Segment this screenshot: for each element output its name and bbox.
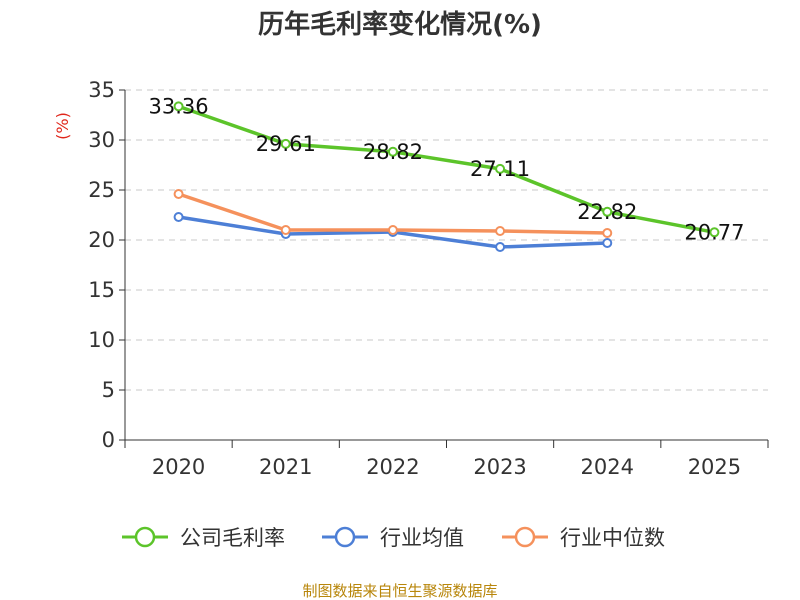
legend-marker [514, 526, 536, 548]
data-point [602, 228, 613, 238]
data-point [495, 226, 506, 236]
source-note: 制图数据来自恒生聚源数据库 [302, 582, 497, 600]
chart-title: 历年毛利率变化情况(%) [258, 9, 542, 40]
legend-marker [334, 526, 356, 548]
y-tick-label: 10 [88, 328, 115, 352]
y-tick-label: 0 [102, 428, 115, 452]
y-tick-label: 20 [88, 228, 115, 252]
y-tick-label: 35 [88, 78, 115, 102]
data-point [173, 189, 184, 199]
legend-label: 行业中位数 [560, 526, 665, 550]
data-label: 22.82 [577, 200, 637, 224]
series-layer: 33.36 29.61 28.82 27.11 22.82 20.77 [149, 94, 744, 252]
data-point [173, 101, 184, 112]
data-point [602, 206, 613, 217]
legend-marker [134, 526, 156, 548]
x-tick-label: 2025 [688, 455, 741, 479]
data-point [280, 225, 291, 235]
data-point [495, 242, 506, 252]
data-label: 29.61 [256, 132, 316, 156]
y-axis-label: (%) [53, 112, 72, 140]
data-label: 27.11 [470, 157, 530, 181]
y-tick-label: 5 [102, 378, 115, 402]
x-tick-label: 2023 [473, 455, 526, 479]
data-point [495, 163, 506, 174]
legend-label: 公司毛利率 [180, 526, 285, 550]
data-label: 20.77 [684, 220, 744, 244]
data-point [387, 146, 398, 157]
data-point [387, 225, 398, 235]
y-tick-label: 15 [88, 278, 115, 302]
data-point [173, 212, 184, 222]
legend: 公司毛利率 行业均值 行业中位数 [122, 526, 665, 550]
data-point [709, 227, 720, 238]
data-point [602, 238, 613, 248]
series-line [178, 104, 715, 235]
x-tick-label: 2021 [259, 455, 312, 479]
y-tick-label: 25 [88, 178, 115, 202]
y-tick-label: 30 [88, 128, 115, 152]
x-tick-label: 2024 [581, 455, 634, 479]
x-tick-label: 2022 [366, 455, 419, 479]
x-tick-label: 2020 [152, 455, 205, 479]
legend-label: 行业均值 [380, 526, 464, 550]
data-label: 28.82 [363, 140, 423, 164]
data-label: 33.36 [149, 94, 209, 118]
data-point [280, 138, 291, 149]
